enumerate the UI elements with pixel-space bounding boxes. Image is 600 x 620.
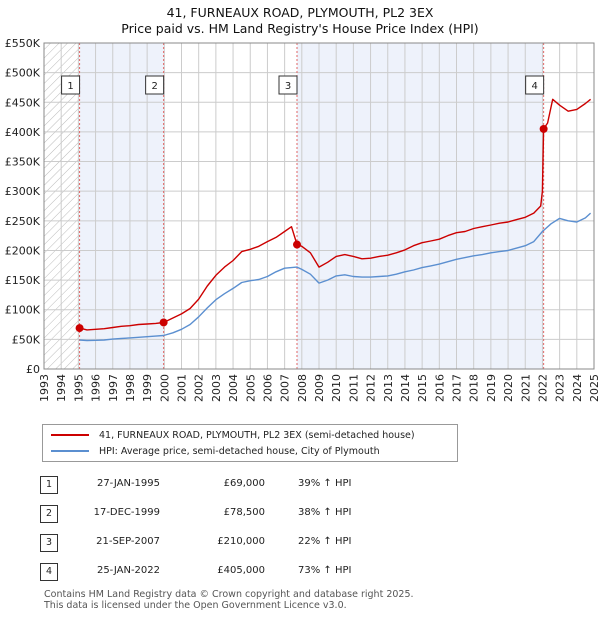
x-tick-label: 2016 [433,374,446,402]
y-tick-label: £250K [5,215,41,228]
chart-title-line2: Price paid vs. HM Land Registry's House … [121,21,479,36]
y-tick-label: £550K [5,37,41,50]
y-tick-label: £400K [5,126,41,139]
x-tick-label: 2023 [554,374,567,402]
sale-row: 1 27-JAN-1995 £69,000 39% ↑ HPI [40,472,460,501]
sale-row: 2 17-DEC-1999 £78,500 38% ↑ HPI [40,501,460,530]
sale-marker-label: 2 [151,81,157,92]
chart-legend: 41, FURNEAUX ROAD, PLYMOUTH, PL2 3EX (se… [42,424,458,462]
x-tick-label: 2024 [571,374,584,402]
footer-line-copyright: Contains HM Land Registry data © Crown c… [44,589,414,600]
sale-row: 3 21-SEP-2007 £210,000 22% ↑ HPI [40,530,460,559]
y-tick-label: £500K [5,67,41,80]
sale-point [539,124,548,133]
legend-swatch-hpi [51,450,89,452]
sale-marker-label: 3 [285,81,291,92]
sale-hpi-change: 39% ↑ HPI [298,478,352,489]
x-tick-label: 2013 [382,374,395,402]
x-tick-label: 2019 [485,374,498,402]
x-tick-label: 2005 [244,374,257,402]
hpi-line [79,212,592,342]
sale-number-badge: 3 [40,534,58,552]
sale-number-badge: 1 [40,476,58,494]
sale-point [293,240,301,249]
sale-price: £78,500 [223,507,265,518]
sale-price: £405,000 [217,565,265,576]
sale-price: £210,000 [217,536,265,547]
sale-date: 27-JAN-1995 [96,478,160,489]
x-tick-label: 2018 [468,374,481,402]
sale-marker-box [61,75,81,95]
x-tick-label: 2006 [261,374,274,402]
x-tick-label: 2000 [158,374,171,402]
x-tick-label: 2003 [210,374,223,402]
x-tick-label: 2021 [519,374,532,402]
x-tick-label: 2004 [227,374,240,402]
hatched-area [44,43,80,369]
sale-point [75,324,84,333]
sale-marker-label: 4 [531,81,537,92]
x-tick-label: 2025 [588,374,600,402]
sale-date: 17-DEC-1999 [93,507,160,518]
shaded-period [79,43,164,369]
x-tick-label: 2011 [347,374,360,402]
sale-number-badge: 2 [40,505,58,523]
sale-hpi-change: 73% ↑ HPI [298,565,352,576]
x-tick-label: 2022 [536,374,549,402]
y-tick-label: £300K [5,185,41,198]
sales-table: 1 27-JAN-1995 £69,000 39% ↑ HPI 2 17-DEC… [40,472,460,588]
footer-attribution: Contains HM Land Registry data © Crown c… [44,589,414,611]
plot-frame [43,42,595,370]
x-tick-label: 2017 [451,374,464,402]
x-tick-label: 1993 [38,374,51,402]
sale-marker-box [525,75,545,95]
shaded-period [297,43,544,369]
legend-label-property: 41, FURNEAUX ROAD, PLYMOUTH, PL2 3EX (se… [99,429,415,441]
x-tick-label: 2008 [296,374,309,402]
property-price-line [79,98,592,331]
legend-swatch-property [51,434,89,436]
sale-hpi-change: 38% ↑ HPI [298,507,352,518]
x-tick-label: 1999 [141,374,154,402]
y-tick-label: £100K [5,304,41,317]
x-tick-label: 2001 [176,374,189,402]
x-tick-label: 2012 [365,374,378,402]
sale-marker-label: 1 [67,81,73,92]
sale-hpi-change: 22% ↑ HPI [298,536,352,547]
footer-line-licence: This data is licensed under the Open Gov… [44,600,347,611]
x-tick-label: 2015 [416,374,429,402]
y-tick-label: £150K [5,274,41,287]
sale-date: 25-JAN-2022 [96,565,160,576]
sale-marker-box [278,75,298,95]
sale-point [159,318,168,327]
x-tick-label: 2020 [502,374,515,402]
legend-label-hpi: HPI: Average price, semi-detached house,… [99,445,380,457]
y-tick-label: £200K [5,244,41,257]
x-tick-label: 1998 [124,374,137,402]
chart-title-line1: 41, FURNEAUX ROAD, PLYMOUTH, PL2 3EX [166,5,434,20]
x-tick-label: 1995 [72,374,85,402]
sale-date: 21-SEP-2007 [96,536,160,547]
x-tick-label: 2007 [279,374,292,402]
x-tick-label: 2014 [399,374,412,402]
x-tick-label: 1997 [107,374,120,402]
legend-item-property: 41, FURNEAUX ROAD, PLYMOUTH, PL2 3EX (se… [51,427,415,443]
sale-price: £69,000 [223,478,265,489]
legend-item-hpi: HPI: Average price, semi-detached house,… [51,443,380,459]
sale-marker-box [145,75,165,95]
x-tick-label: 2002 [193,374,206,402]
y-tick-label: £50K [12,333,41,346]
x-tick-label: 1996 [90,374,103,402]
y-tick-label: £450K [5,96,41,109]
price-chart: £0 £50K £100K £150K £200K £250K £300K £350K £400… [5,37,600,402]
y-tick-label: £350K [5,156,41,169]
sale-number-badge: 4 [40,563,58,581]
y-tick-label: £0 [26,363,40,376]
x-tick-label: 1994 [55,374,68,402]
sale-row: 4 25-JAN-2022 £405,000 73% ↑ HPI [40,559,460,588]
x-tick-label: 2009 [313,374,326,402]
x-tick-label: 2010 [330,374,343,402]
